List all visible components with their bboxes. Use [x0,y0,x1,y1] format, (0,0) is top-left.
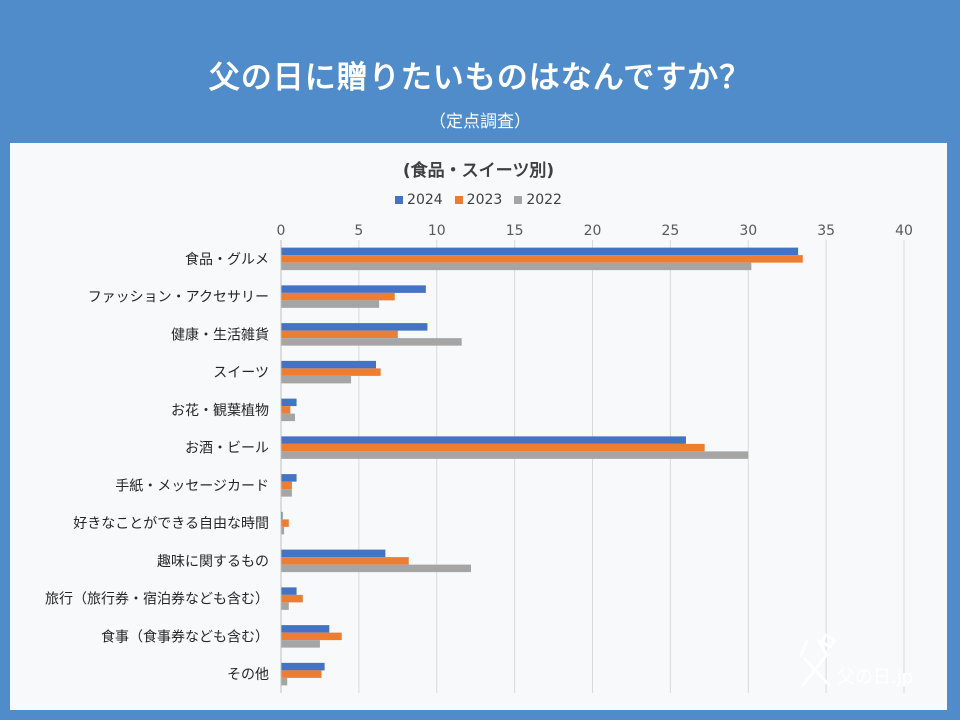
bar-2024 [281,511,283,520]
chart-legend: 2024 2023 2022 [10,192,947,208]
category-label: お花・観葉植物 [171,402,269,419]
bar-2024 [281,323,428,331]
bar-2023 [281,481,292,490]
bar-2024 [281,549,386,558]
bar-2022 [281,300,380,308]
x-tick-label: 30 [739,223,757,239]
bar-2023 [281,330,398,339]
bar-2023 [281,557,409,565]
bar-2023 [281,406,291,414]
logo-hammer-head [820,633,836,649]
bar-2023 [281,670,322,678]
bar-2024 [281,662,325,671]
x-tick-label: 5 [354,223,363,239]
bar-2023 [281,368,381,376]
bar-2022 [281,262,752,271]
bar-2024 [281,285,426,293]
bar-2023 [281,519,289,527]
x-tick-label: 0 [277,223,286,239]
bar-2022 [281,489,292,497]
category-label: スイーツ [213,365,269,381]
bar-2024 [281,587,297,595]
bar-2022 [281,640,320,648]
bar-2022 [281,526,285,535]
bar-chart: 0 5 10 15 20 25 30 35 40 食品・グルメファッション・アクセサリー健康・生活… [45,223,913,693]
category-label: その他 [227,667,269,683]
x-tick-label: 20 [584,223,602,239]
category-label: 食品・グルメ [185,251,269,268]
bar-2022 [281,677,288,686]
logo-stroke-left [799,639,809,657]
bar-2022 [281,338,462,346]
category-label: 好きなことができる自由な時間 [73,516,269,532]
bar-2022 [281,602,289,610]
x-tick-label: 25 [661,223,679,239]
x-tick-label: 40 [895,223,913,239]
legend-swatch-2023 [454,196,463,204]
logo-text: 父の日.jp [837,667,913,688]
legend-label-2023: 2023 [466,192,503,208]
bar-2023 [281,292,395,301]
bar-2024 [281,625,330,633]
site-logo: 父の日.jp [799,633,913,688]
chart-title: (食品・スイーツ別) [402,161,555,181]
category-label: 趣味に関するもの [157,554,269,570]
legend-swatch-2024 [395,196,404,204]
x-tick-label: 35 [817,223,835,239]
bar-2024 [281,360,377,369]
logo-stroke-cross-b [803,657,831,687]
category-label: 手紙・メッセージカード [115,478,269,494]
x-tick-label: 15 [506,223,524,239]
bar-2022 [281,375,352,384]
bar-2023 [281,594,303,603]
bar-2024 [281,247,799,256]
legend-item-2022: 2022 [514,192,562,208]
bar-2024 [281,474,297,482]
bar-2024 [281,398,297,407]
legend-swatch-2022 [514,196,523,204]
page-subtitle: （定点調査） [429,112,531,132]
legend-label-2024: 2024 [407,192,443,208]
legend-item-2024: 2024 [395,192,443,208]
category-label: 健康・生活雑貨 [171,326,269,343]
page-title: 父の日に贈りたいものはなんですか？ [208,60,752,96]
bar-2024 [281,436,686,444]
logo-stroke-right [817,639,829,657]
chart-panel: (食品・スイーツ別) 2024 2023 2022 0 5 10 15 20 25 30 35… [10,143,947,710]
category-label: ファッション・アクセサリー [88,290,269,306]
category-label: 食事（食事券なども含む） [101,628,269,645]
logo-stroke-cross-a [801,655,827,687]
x-tick-label: 10 [428,223,446,239]
bar-2022 [281,564,472,573]
bar-2022 [281,451,749,459]
legend-label-2022: 2022 [526,192,562,208]
category-label: 旅行（旅行券・宿泊券なども含む） [45,591,269,608]
bar-2023 [281,443,705,452]
bar-2023 [281,632,342,641]
bar-2023 [281,255,803,263]
category-label: お酒・ビール [185,441,269,457]
legend-item-2023: 2023 [454,192,503,208]
bar-2022 [281,413,296,422]
